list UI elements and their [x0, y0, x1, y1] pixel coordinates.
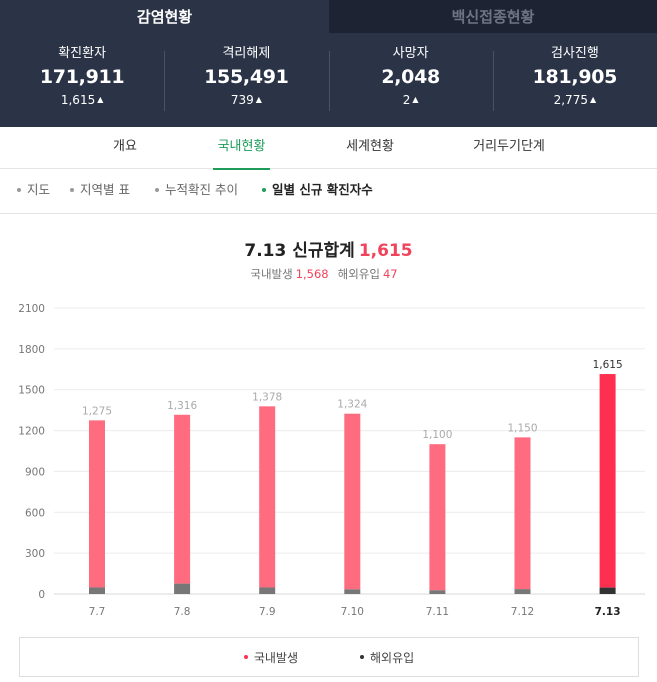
tab-infection-status[interactable]: 감염현황: [0, 0, 329, 33]
stat-deaths: 사망자 2,048 2 ▲: [328, 45, 493, 115]
bar-overseas: [174, 583, 191, 594]
y-tick-label: 0: [38, 589, 45, 601]
y-tick-label: 300: [25, 548, 45, 560]
tab-world[interactable]: 세계현황: [346, 139, 394, 154]
legend-item-domestic[interactable]: 국내발생: [243, 649, 298, 666]
y-tick-label: 1500: [18, 385, 45, 397]
summary-title: 7.13 신규합계 1,615: [0, 236, 657, 261]
subtab-region-table[interactable]: 지역별 표: [70, 170, 130, 210]
up-arrow-icon: ▲: [589, 95, 597, 104]
tab-vaccination-status[interactable]: 백신접종현황: [329, 0, 657, 33]
stat-label: 사망자: [392, 46, 429, 61]
bar-overseas: [599, 587, 616, 594]
bar-domestic: [344, 413, 361, 590]
legend-dot-dark: [360, 655, 364, 659]
bullet-icon: [262, 187, 266, 192]
subtab-label: 지도: [27, 182, 51, 197]
up-arrow-icon: ▲: [255, 95, 262, 104]
bar-domestic: [599, 374, 616, 588]
bar-value-label: 1,615: [593, 359, 623, 371]
bullet-icon: [70, 187, 74, 192]
subtab-label: 누적확진 추이: [165, 182, 238, 197]
tab-overview[interactable]: 개요: [113, 139, 137, 154]
top-tab-bar: 감염현황 백신접종현황: [0, 0, 657, 33]
bar-domestic: [259, 406, 276, 588]
bar-value-label: 1,378: [252, 391, 282, 403]
domestic-value: 1,568: [295, 267, 329, 281]
y-tick-label: 1200: [18, 426, 45, 438]
stat-value: 155,491: [204, 66, 289, 88]
x-tick-label: 7.13: [595, 606, 621, 618]
subtab-label: 일별 신규 확진자수: [272, 182, 373, 197]
up-arrow-icon: ▲: [412, 95, 419, 104]
y-tick-label: 600: [25, 507, 45, 519]
nav-tab-bar: 개요 국내현황 세계현황 거리두기단계: [0, 127, 657, 170]
x-tick-label: 7.8: [174, 606, 191, 618]
stat-label: 확진환자: [58, 46, 107, 61]
stat-delta-value: 1,615: [60, 93, 96, 107]
stat-testing: 검사진행 181,905 2,775 ▲: [492, 45, 657, 115]
stat-value: 171,911: [39, 66, 125, 88]
overseas-label: 해외유입: [337, 267, 380, 281]
legend-dot-red: [243, 655, 248, 659]
x-tick-label: 7.12: [511, 606, 534, 618]
stat-delta-value: 2: [402, 93, 411, 107]
y-tick-label: 2100: [18, 303, 45, 315]
bar-value-label: 1,100: [422, 429, 452, 441]
summary-date-label: 7.13 신규합계: [244, 241, 355, 261]
subtab-daily-new-cases[interactable]: 일별 신규 확진자수: [262, 170, 373, 210]
bullet-icon: [155, 187, 159, 192]
stat-value: 181,905: [532, 66, 618, 88]
summary-total: 1,615: [358, 241, 413, 261]
domestic-label: 국내발생: [250, 267, 293, 281]
x-tick-label: 7.9: [259, 606, 276, 618]
stats-panel: 확진환자 171,911 1,615 ▲ 격리해제 155,491 739 ▲ 사망…: [0, 33, 657, 127]
bar-overseas: [89, 587, 105, 594]
stat-value: 2,048: [381, 66, 440, 88]
sub-tab-bar: 지도 지역별 표 누적확진 추이 일별 신규 확진자수: [0, 170, 657, 214]
daily-cases-chart: 0 300 600 900 1200 1500 1800 2100 1,275 7.7 1,316 7…: [18, 303, 645, 618]
bullet-icon: [17, 187, 21, 192]
subtab-label: 지역별 표: [80, 182, 130, 197]
x-tick-label: 7.7: [89, 606, 106, 618]
x-tick-label: 7.10: [341, 606, 364, 618]
legend-label: 국내발생: [253, 650, 298, 665]
bar-value-label: 1,324: [337, 399, 367, 411]
tab-domestic[interactable]: 국내현황: [213, 127, 270, 170]
bar-overseas: [514, 589, 531, 594]
bar-domestic: [514, 437, 531, 590]
bar-value-label: 1,275: [82, 405, 112, 417]
bar-overseas: [259, 587, 276, 594]
bar-value-label: 1,150: [507, 422, 537, 434]
subtab-cumulative-trend[interactable]: 누적확진 추이: [155, 170, 238, 210]
stat-delta: 1,615 ▲: [61, 91, 104, 109]
stat-confirmed: 확진환자 171,911 1,615 ▲: [0, 45, 164, 115]
bar-value-label: 1,316: [167, 400, 197, 412]
y-tick-label: 900: [25, 466, 45, 478]
stat-label: 검사진행: [550, 46, 599, 61]
bar-overseas: [344, 589, 361, 594]
subtab-map[interactable]: 지도: [17, 170, 50, 210]
legend-label: 해외유입: [370, 650, 415, 665]
overseas-value: 47: [382, 267, 398, 281]
stat-released: 격리해제 155,491 739 ▲: [164, 45, 328, 115]
bar-overseas: [429, 590, 446, 594]
chart-legend: 국내발생 해외유입: [19, 637, 639, 677]
up-arrow-icon: ▲: [97, 95, 104, 104]
stat-delta: 2 ▲: [403, 91, 419, 109]
bar-domestic: [174, 414, 191, 584]
stat-delta: 739 ▲: [231, 91, 262, 109]
stat-delta-value: 739: [230, 93, 254, 107]
x-tick-label: 7.11: [426, 606, 449, 618]
y-tick-label: 1800: [18, 344, 45, 356]
bar-domestic: [89, 420, 105, 588]
stat-label: 격리해제: [222, 46, 271, 61]
bar-domestic: [429, 444, 446, 591]
stat-delta: 2,775 ▲: [554, 91, 597, 109]
summary-breakdown: 국내발생 1,568 해외유입 47: [0, 266, 657, 282]
stat-delta-value: 2,775: [553, 93, 588, 107]
tab-distancing-level[interactable]: 거리두기단계: [473, 139, 545, 154]
legend-item-overseas[interactable]: 해외유입: [360, 649, 414, 666]
